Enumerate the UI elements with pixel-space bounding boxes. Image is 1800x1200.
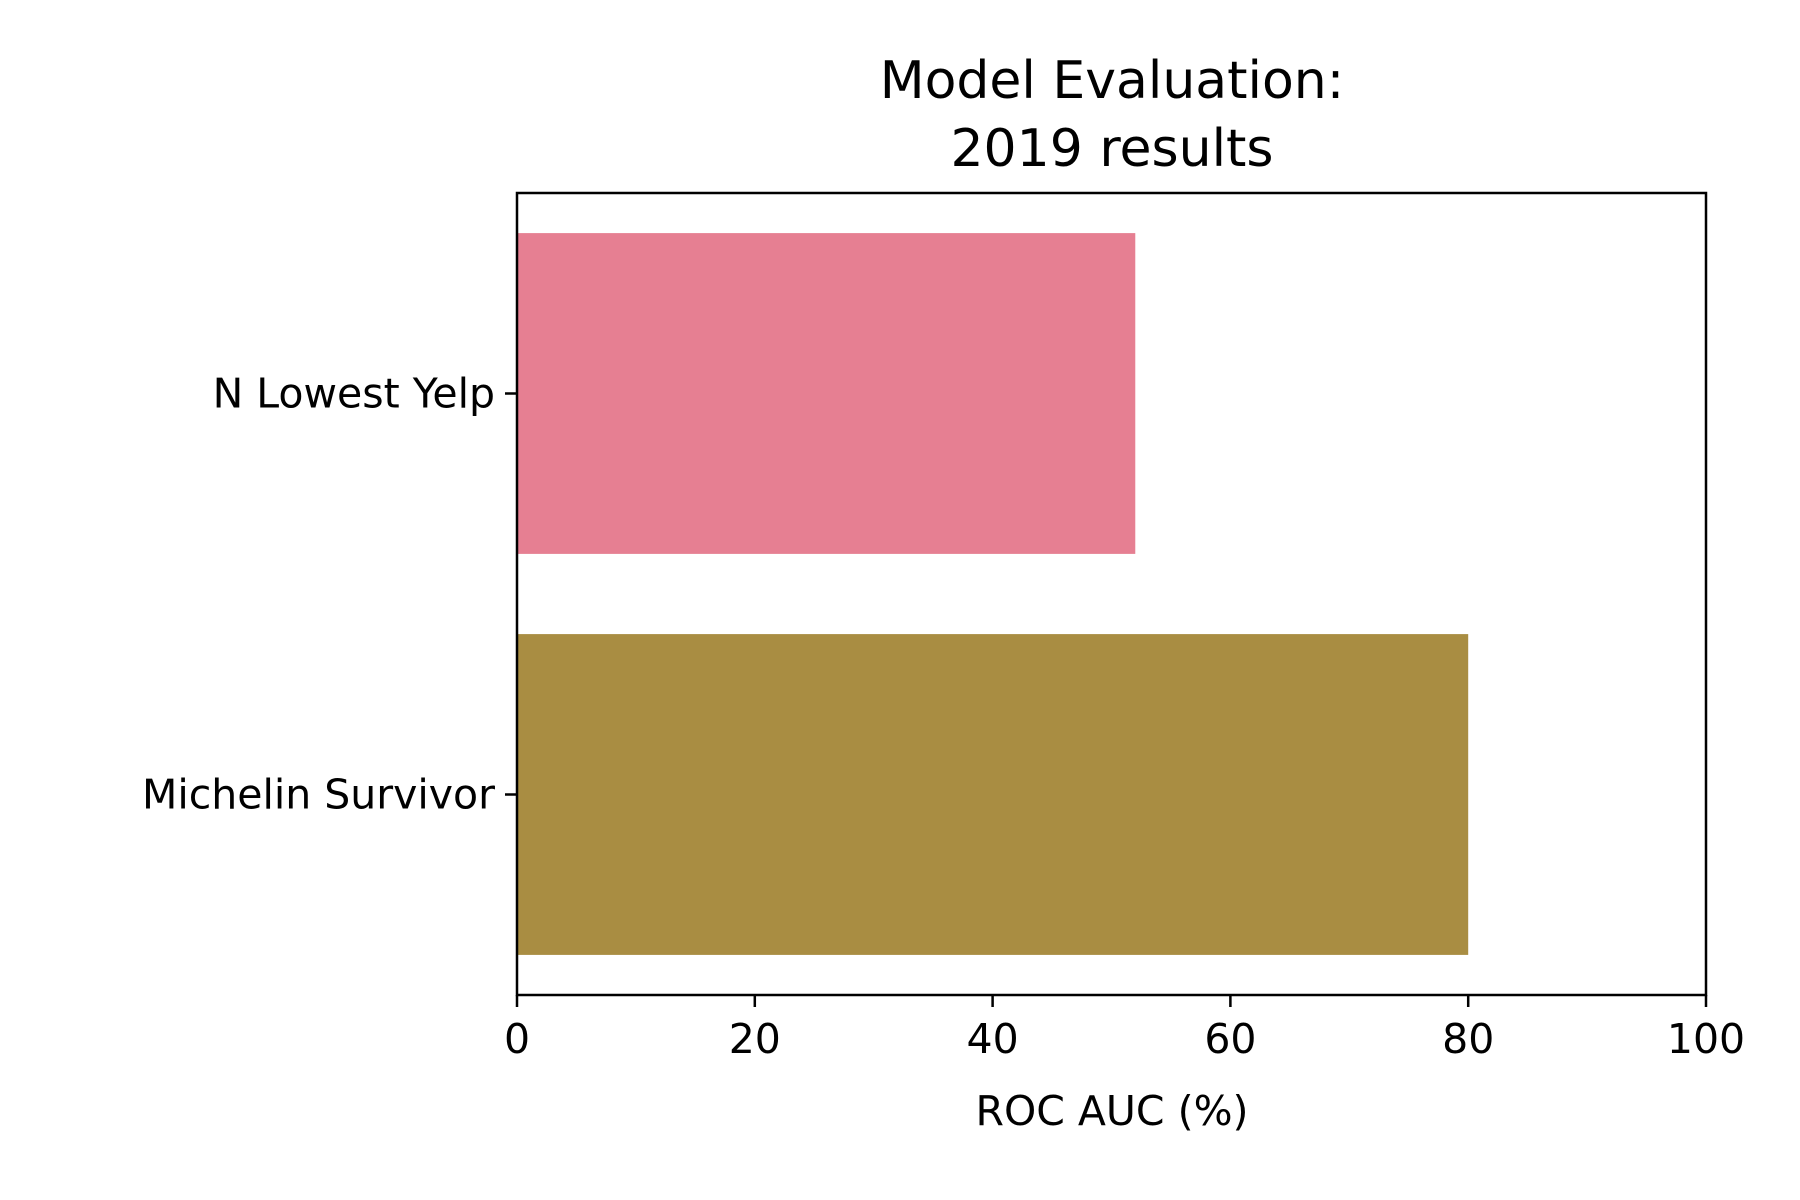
x-tick-label-60: 60 [1204,1015,1256,1063]
y-axis: N Lowest Yelp Michelin Survivor [142,370,517,819]
x-tick-label-40: 40 [967,1015,1019,1063]
bar-n-lowest-yelp [517,233,1136,554]
chart-title-line-1: Model Evaluation: [880,51,1345,111]
x-tick-label-80: 80 [1442,1015,1494,1063]
x-tick-label-0: 0 [504,1015,530,1063]
chart-title-line-2: 2019 results [950,119,1273,179]
y-tick-label-n-lowest-yelp: N Lowest Yelp [213,370,495,418]
axes-frame [515,191,1708,997]
y-tick-label-michelin-survivor: Michelin Survivor [142,771,495,819]
x-tick-label-20: 20 [729,1015,781,1063]
x-tick-label-100: 100 [1667,1015,1745,1063]
bar-michelin-survivor [517,634,1469,955]
x-axis-label: ROC AUC (%) [975,1087,1248,1135]
bars-group [517,233,1469,955]
x-axis: 0 20 40 60 80 100 [504,995,1745,1063]
